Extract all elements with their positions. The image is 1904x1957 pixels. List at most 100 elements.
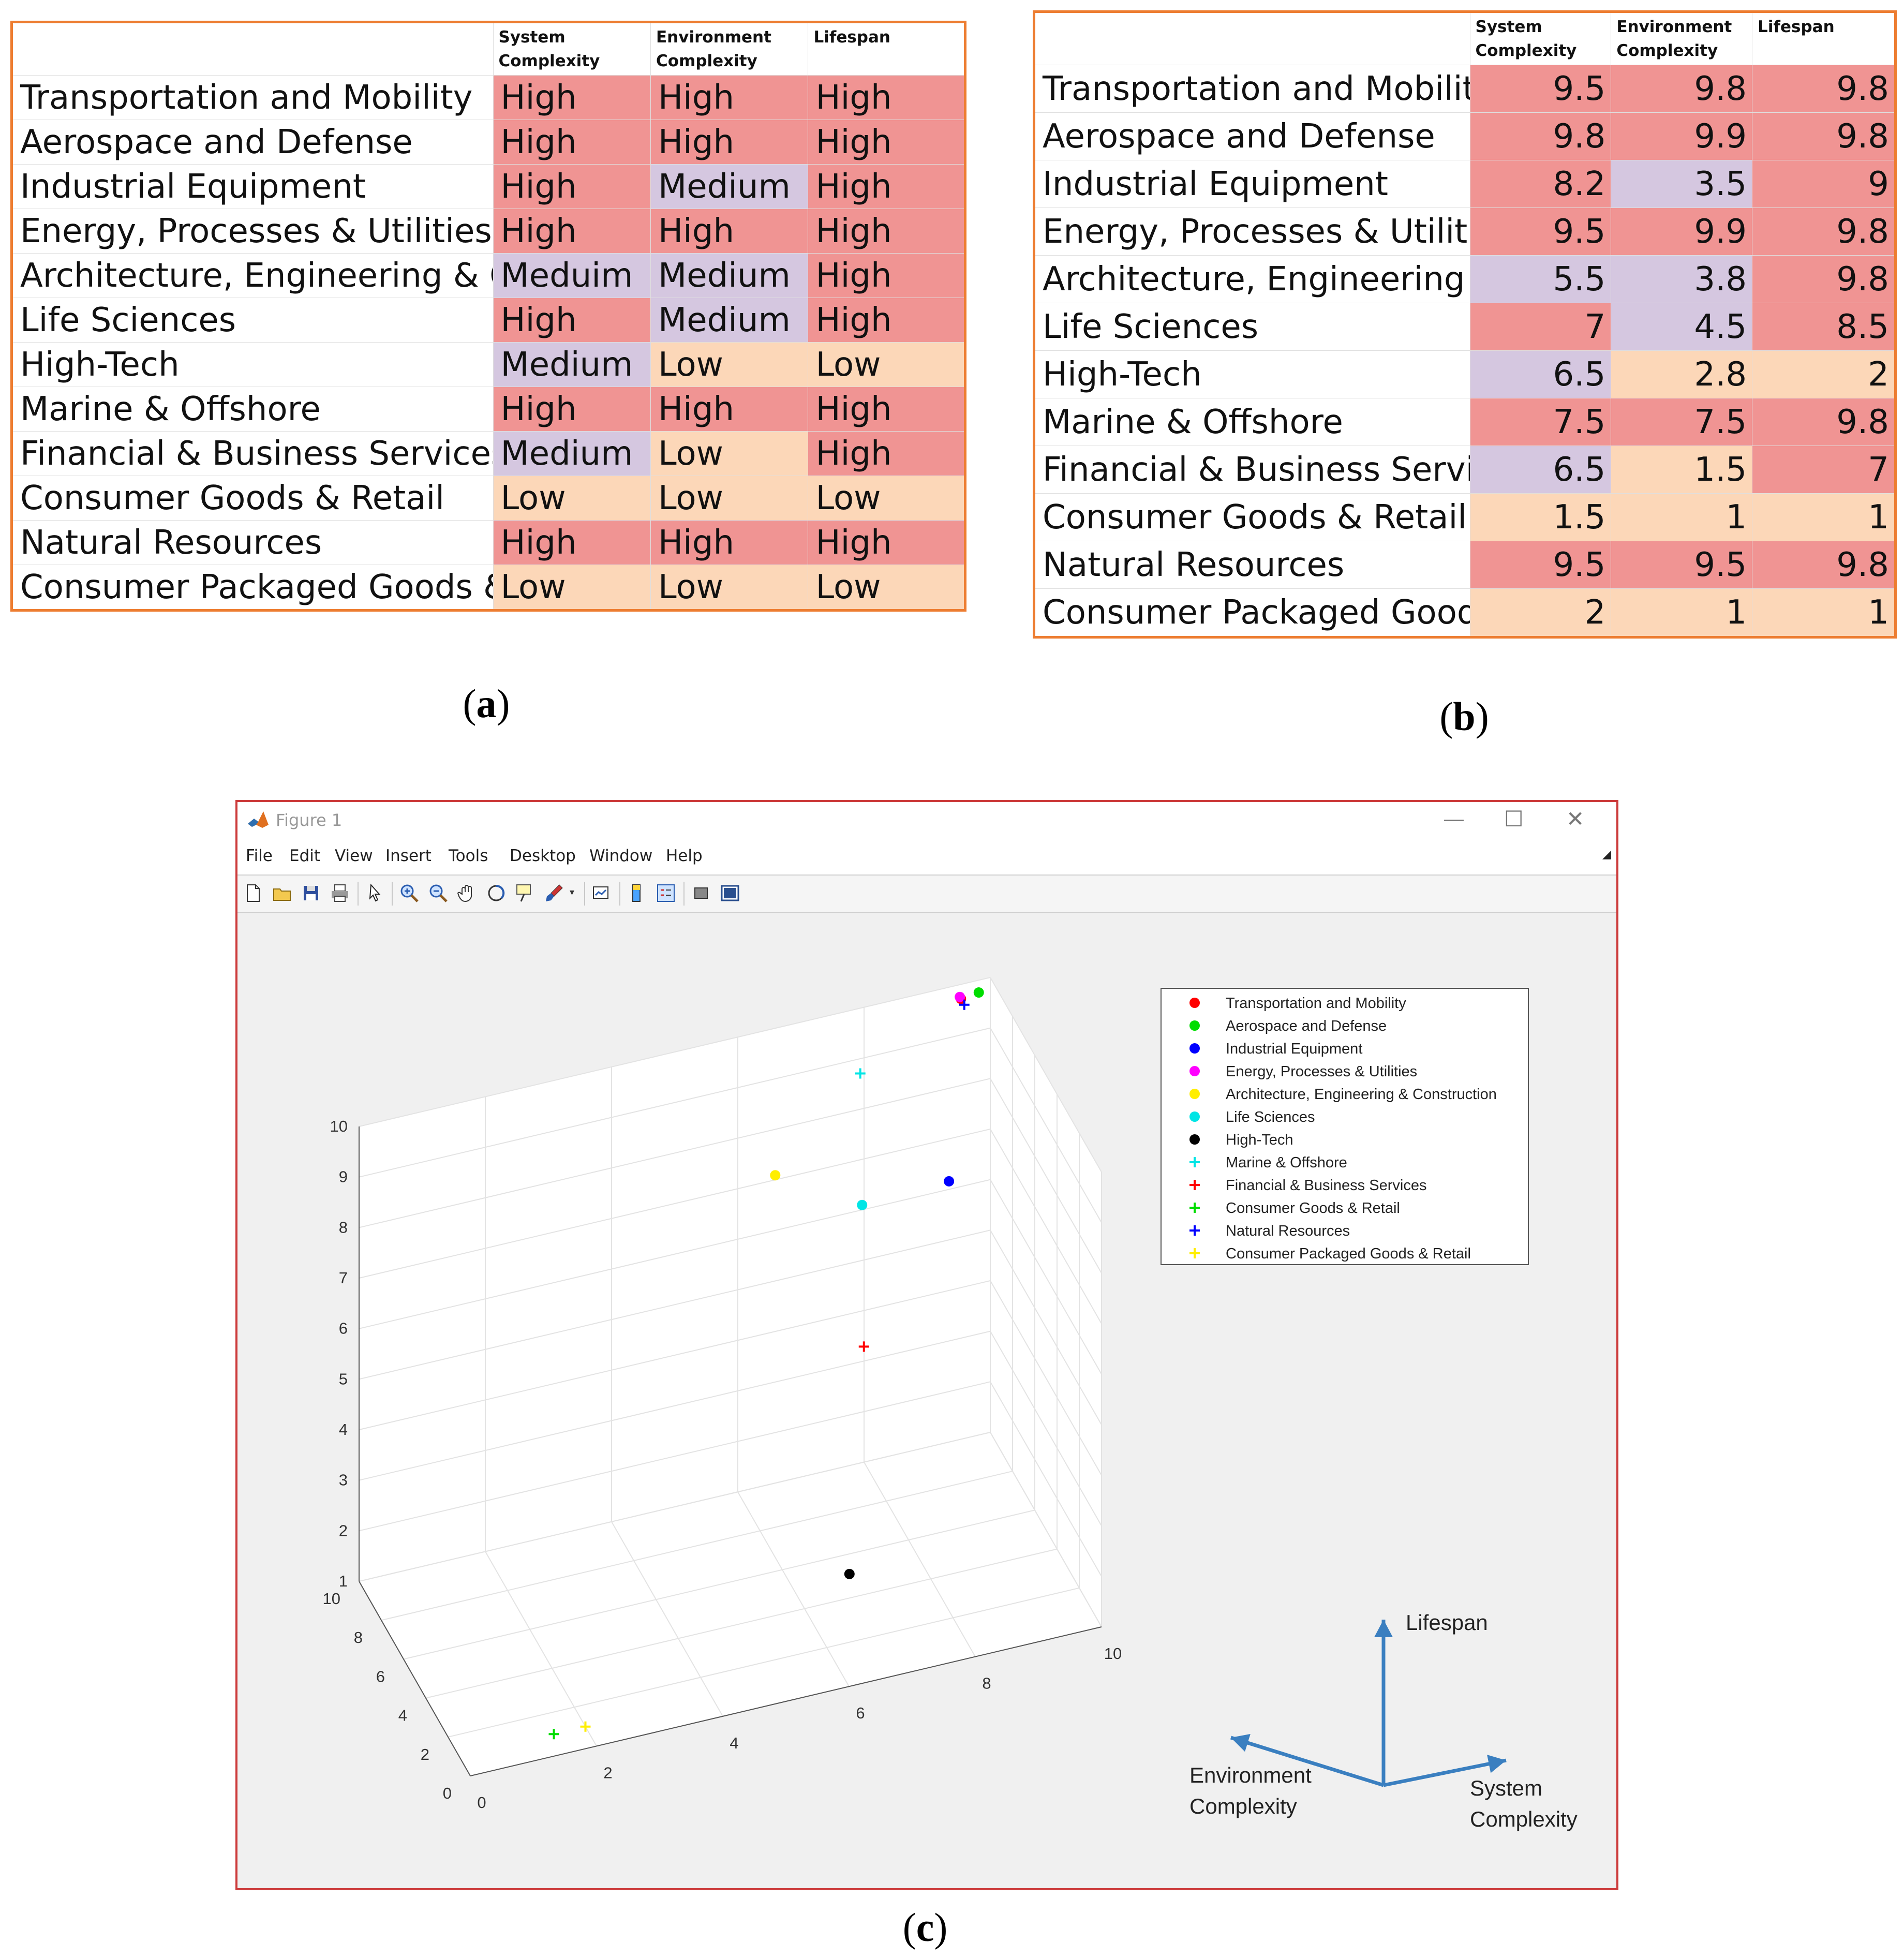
table-cell: Low xyxy=(650,342,809,387)
table-row: Financial & Business Services Medium Low Hi… xyxy=(11,431,965,476)
menu-help[interactable]: Help xyxy=(666,847,703,865)
table-cell: Low xyxy=(650,476,809,521)
legend-entry: Transportation and Mobility xyxy=(1226,995,1406,1012)
table-cell: 7 xyxy=(1469,303,1612,351)
link-plot-icon[interactable] xyxy=(591,883,612,903)
row-label: Financial & Business Services xyxy=(11,431,494,476)
grid-line xyxy=(359,1129,991,1279)
environment-label: Complexity xyxy=(1189,1794,1297,1818)
table-cell: High xyxy=(808,75,965,120)
table-cell: Medium xyxy=(650,298,809,343)
save-icon[interactable] xyxy=(301,883,321,903)
table-cell: 9.9 xyxy=(1611,112,1753,160)
zoom-out-icon[interactable] xyxy=(428,883,449,903)
chevron-down-icon[interactable]: ▾ xyxy=(570,887,575,897)
grid-line xyxy=(864,1462,976,1657)
y-axis-line xyxy=(359,1581,471,1776)
new-figure-icon[interactable] xyxy=(243,883,263,903)
grid-line xyxy=(359,1432,991,1582)
menu-insert[interactable]: Insert xyxy=(385,847,432,865)
grid-line xyxy=(359,1280,991,1430)
colorbar-icon[interactable] xyxy=(627,883,647,903)
row-label: Energy, Processes & Utilities xyxy=(11,209,494,254)
table-cell: High xyxy=(650,520,809,565)
table-cell: 8.2 xyxy=(1469,160,1612,208)
row-label: Consumer Packaged Goods & xyxy=(1034,588,1470,637)
legend-marker xyxy=(1189,1225,1200,1236)
data-cursor-icon[interactable] xyxy=(515,883,536,903)
menu-file[interactable]: File xyxy=(246,847,273,865)
table-cell: High xyxy=(650,120,809,165)
grid-line xyxy=(359,977,991,1127)
legend-entry: Industrial Equipment xyxy=(1226,1041,1362,1057)
hide-plot-tools-icon[interactable] xyxy=(691,883,711,903)
system-label: System xyxy=(1470,1776,1542,1800)
table-cell: Low xyxy=(493,565,651,611)
row-label: Transportation and Mobility xyxy=(11,75,494,120)
table-cell: 9.8 xyxy=(1752,541,1896,589)
table-b: System Complexity Environment Complexity… xyxy=(1033,10,1897,639)
table-row: Architecture, Engineering & C5.53.89.8 xyxy=(1034,255,1896,303)
dock-arrow-icon[interactable]: ◢ xyxy=(1602,848,1611,861)
menu-tools[interactable]: Tools xyxy=(449,847,488,865)
table-cell: 9.8 xyxy=(1752,398,1896,446)
grid-line xyxy=(359,1229,991,1380)
rotate-3d-icon[interactable] xyxy=(486,883,507,903)
table-cell: 9.5 xyxy=(1469,207,1612,256)
menu-desktop[interactable]: Desktop xyxy=(510,847,576,865)
data-point xyxy=(973,987,984,998)
row-label: Natural Resources xyxy=(1034,541,1470,589)
table-cell: High xyxy=(650,75,809,120)
header-corner xyxy=(11,22,494,76)
z-tick-label: 9 xyxy=(339,1168,348,1186)
menu-view[interactable]: View xyxy=(335,847,373,865)
caption-b: (b) xyxy=(1439,694,1489,739)
column-header: Environment Complexity xyxy=(1611,11,1753,65)
legend-icon[interactable] xyxy=(656,883,676,903)
column-header: Environment Complexity xyxy=(650,22,809,76)
legend-entry: Consumer Packaged Goods & Retail xyxy=(1226,1246,1471,1262)
row-label: Aerospace and Defense xyxy=(11,120,494,165)
row-label: Marine & Offshore xyxy=(1034,398,1470,446)
column-header: Lifespan xyxy=(1752,11,1896,65)
grid-line xyxy=(990,1179,1102,1375)
header-corner xyxy=(1034,11,1470,65)
show-plot-tools-icon[interactable] xyxy=(720,883,740,903)
table-cell: 7 xyxy=(1752,446,1896,494)
pointer-icon[interactable] xyxy=(365,883,385,903)
legend-entry: Consumer Goods & Retail xyxy=(1226,1200,1400,1217)
column-header: System Complexity xyxy=(1469,11,1612,65)
z-tick-label: 7 xyxy=(339,1269,348,1287)
brush-icon[interactable] xyxy=(544,883,564,903)
grid-line xyxy=(990,1129,1102,1324)
minimize-button[interactable]: — xyxy=(1443,806,1465,832)
legend-entry: Financial & Business Services xyxy=(1226,1177,1426,1194)
close-button[interactable]: ✕ xyxy=(1566,806,1585,832)
table-cell: High xyxy=(808,120,965,165)
grid-line xyxy=(990,1432,1102,1627)
grid-line xyxy=(737,1491,850,1687)
table-cell: High xyxy=(808,253,965,298)
maximize-button[interactable]: ☐ xyxy=(1504,806,1524,832)
table-cell: 2 xyxy=(1752,350,1896,398)
table-row: Transportation and Mobility High High High xyxy=(11,75,965,120)
print-icon[interactable] xyxy=(330,883,350,903)
row-label: Industrial Equipment xyxy=(1034,160,1470,208)
legend-box[interactable] xyxy=(1161,988,1529,1265)
table-cell: High xyxy=(493,75,651,120)
table-cell: 1 xyxy=(1752,588,1896,637)
legend-entry: Life Sciences xyxy=(1226,1109,1315,1125)
table-row: Consumer Packaged Goods &211 xyxy=(1034,588,1896,637)
x-tick-label: 4 xyxy=(730,1734,738,1752)
table-cell: 8.5 xyxy=(1752,303,1896,351)
menu-window[interactable]: Window xyxy=(589,847,653,865)
menu-edit[interactable]: Edit xyxy=(289,847,321,865)
row-label: Aerospace and Defense xyxy=(1034,112,1470,160)
pan-icon[interactable] xyxy=(457,883,478,903)
open-file-icon[interactable] xyxy=(272,883,292,903)
table-cell: 1.5 xyxy=(1611,446,1753,494)
system-arrow-head xyxy=(1487,1755,1506,1773)
zoom-in-icon[interactable] xyxy=(399,883,420,903)
table-row: Energy, Processes & Utilities 9.5 9.9 9.8 xyxy=(1034,207,1896,256)
